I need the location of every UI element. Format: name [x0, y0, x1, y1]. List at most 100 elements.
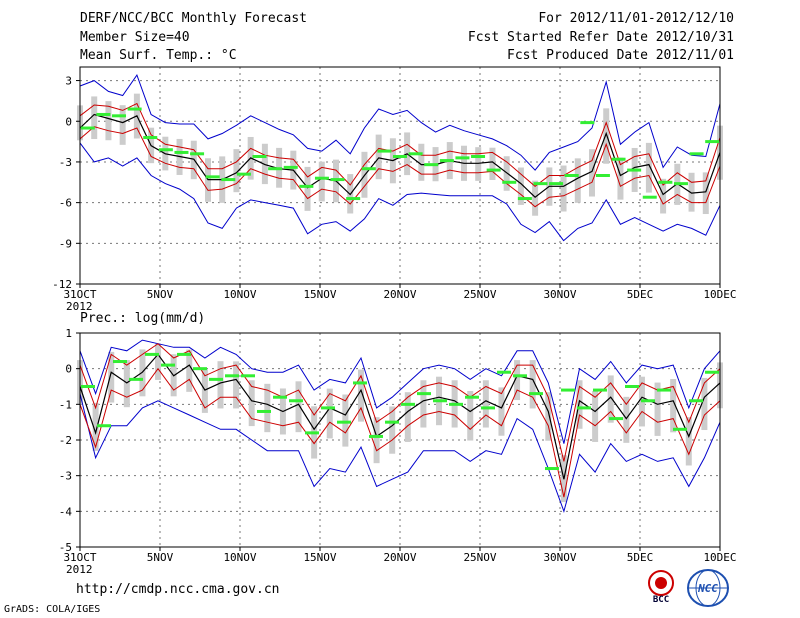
median-marker [289, 399, 303, 403]
median-marker [346, 197, 361, 201]
median-marker [80, 126, 95, 130]
median-marker [611, 157, 626, 161]
spread-box [375, 134, 382, 180]
spread-box [326, 388, 333, 439]
median-marker [377, 149, 392, 153]
spread-box [489, 147, 496, 180]
series-line-upper [79, 343, 721, 462]
median-marker [112, 114, 127, 118]
start-date: Fcst Started Refer Date 2012/10/31 [467, 30, 734, 45]
median-marker [190, 152, 205, 156]
x-year-label: 2012 [66, 563, 93, 576]
median-marker [353, 381, 367, 385]
median-marker [673, 427, 687, 431]
x-tick-label: 5NOV [147, 288, 174, 301]
median-marker [561, 388, 575, 392]
median-marker [465, 395, 479, 399]
median-marker [417, 392, 431, 396]
median-marker [361, 167, 376, 171]
y-tick-label: -4 [59, 505, 73, 518]
median-marker [174, 150, 189, 154]
source-url[interactable]: http://cmdp.ncc.cma.gov.cn [76, 582, 280, 597]
x-tick-label: 30NOV [543, 551, 576, 564]
y-tick-label: -9 [59, 237, 72, 250]
median-marker [330, 178, 345, 182]
median-marker [577, 406, 591, 410]
median-marker [401, 402, 415, 406]
spread-box [654, 382, 661, 436]
y-tick-label: -2 [59, 434, 72, 447]
x-tick-label: 10NOV [223, 551, 256, 564]
median-marker [625, 385, 639, 388]
median-marker [81, 385, 95, 388]
spread-box [155, 343, 162, 380]
produced-date: Fcst Produced Date 2012/11/01 [507, 48, 734, 63]
median-marker [385, 420, 399, 424]
series-line-mean [79, 353, 721, 480]
median-marker [145, 352, 159, 356]
series-line-lower [79, 367, 721, 498]
spread-box [660, 178, 667, 214]
median-marker [513, 374, 527, 378]
series-line-upper [79, 102, 721, 187]
median-marker [408, 152, 423, 156]
y-tick-label: -5 [59, 541, 72, 554]
median-marker [221, 178, 236, 182]
median-marker [533, 182, 548, 186]
median-marker [609, 417, 623, 421]
median-marker [642, 195, 657, 199]
y-tick-label: -3 [59, 156, 72, 169]
spread-box [685, 417, 692, 466]
y-tick-label: -12 [52, 278, 72, 291]
series-line-min [79, 393, 721, 513]
y-tick-label: 0 [65, 363, 72, 376]
x-tick-label: 10DEC [703, 551, 736, 564]
median-marker [252, 155, 267, 159]
median-marker [209, 377, 223, 381]
x-tick-label: 5NOV [147, 551, 174, 564]
median-marker [673, 182, 688, 186]
spread-box [545, 392, 552, 441]
median-marker [455, 156, 470, 160]
median-marker [471, 155, 486, 159]
median-marker [497, 370, 511, 374]
x-tick-label: 5DEC [627, 551, 654, 564]
series-line-max [79, 74, 721, 171]
spread-box [304, 166, 311, 211]
x-tick-label: 10DEC [703, 288, 736, 301]
median-marker [486, 168, 501, 172]
spread-box [607, 375, 614, 423]
chart-title: DERF/NCC/BCC Monthly Forecast [80, 11, 307, 26]
median-marker [580, 121, 595, 125]
spread-box [603, 108, 610, 164]
median-marker [113, 360, 127, 364]
spread-box [233, 361, 240, 409]
ncc-logo: NCC [687, 569, 729, 607]
spread-box [123, 360, 130, 408]
spread-box [475, 147, 482, 181]
y-tick-label: -6 [59, 197, 72, 210]
grads-credit: GrADS: COLA/IGES [4, 604, 101, 615]
spread-box [418, 143, 425, 181]
bcc-logo: BCC [648, 570, 674, 604]
ncc-logo-text: NCC [697, 582, 718, 595]
median-marker [595, 174, 610, 177]
median-marker [225, 374, 239, 378]
median-marker [689, 399, 703, 403]
spread-box [105, 101, 112, 141]
median-marker [705, 370, 719, 374]
spread-box [373, 417, 380, 464]
spread-box [186, 349, 193, 392]
spread-box [318, 161, 325, 202]
median-marker [337, 420, 351, 424]
median-marker [268, 167, 283, 171]
median-marker [689, 152, 704, 156]
spread-box [670, 379, 677, 433]
spread-box [342, 394, 349, 447]
x-tick-label: 15NOV [303, 551, 336, 564]
spread-box [589, 149, 595, 197]
median-marker [177, 352, 191, 356]
spread-box [532, 180, 539, 216]
